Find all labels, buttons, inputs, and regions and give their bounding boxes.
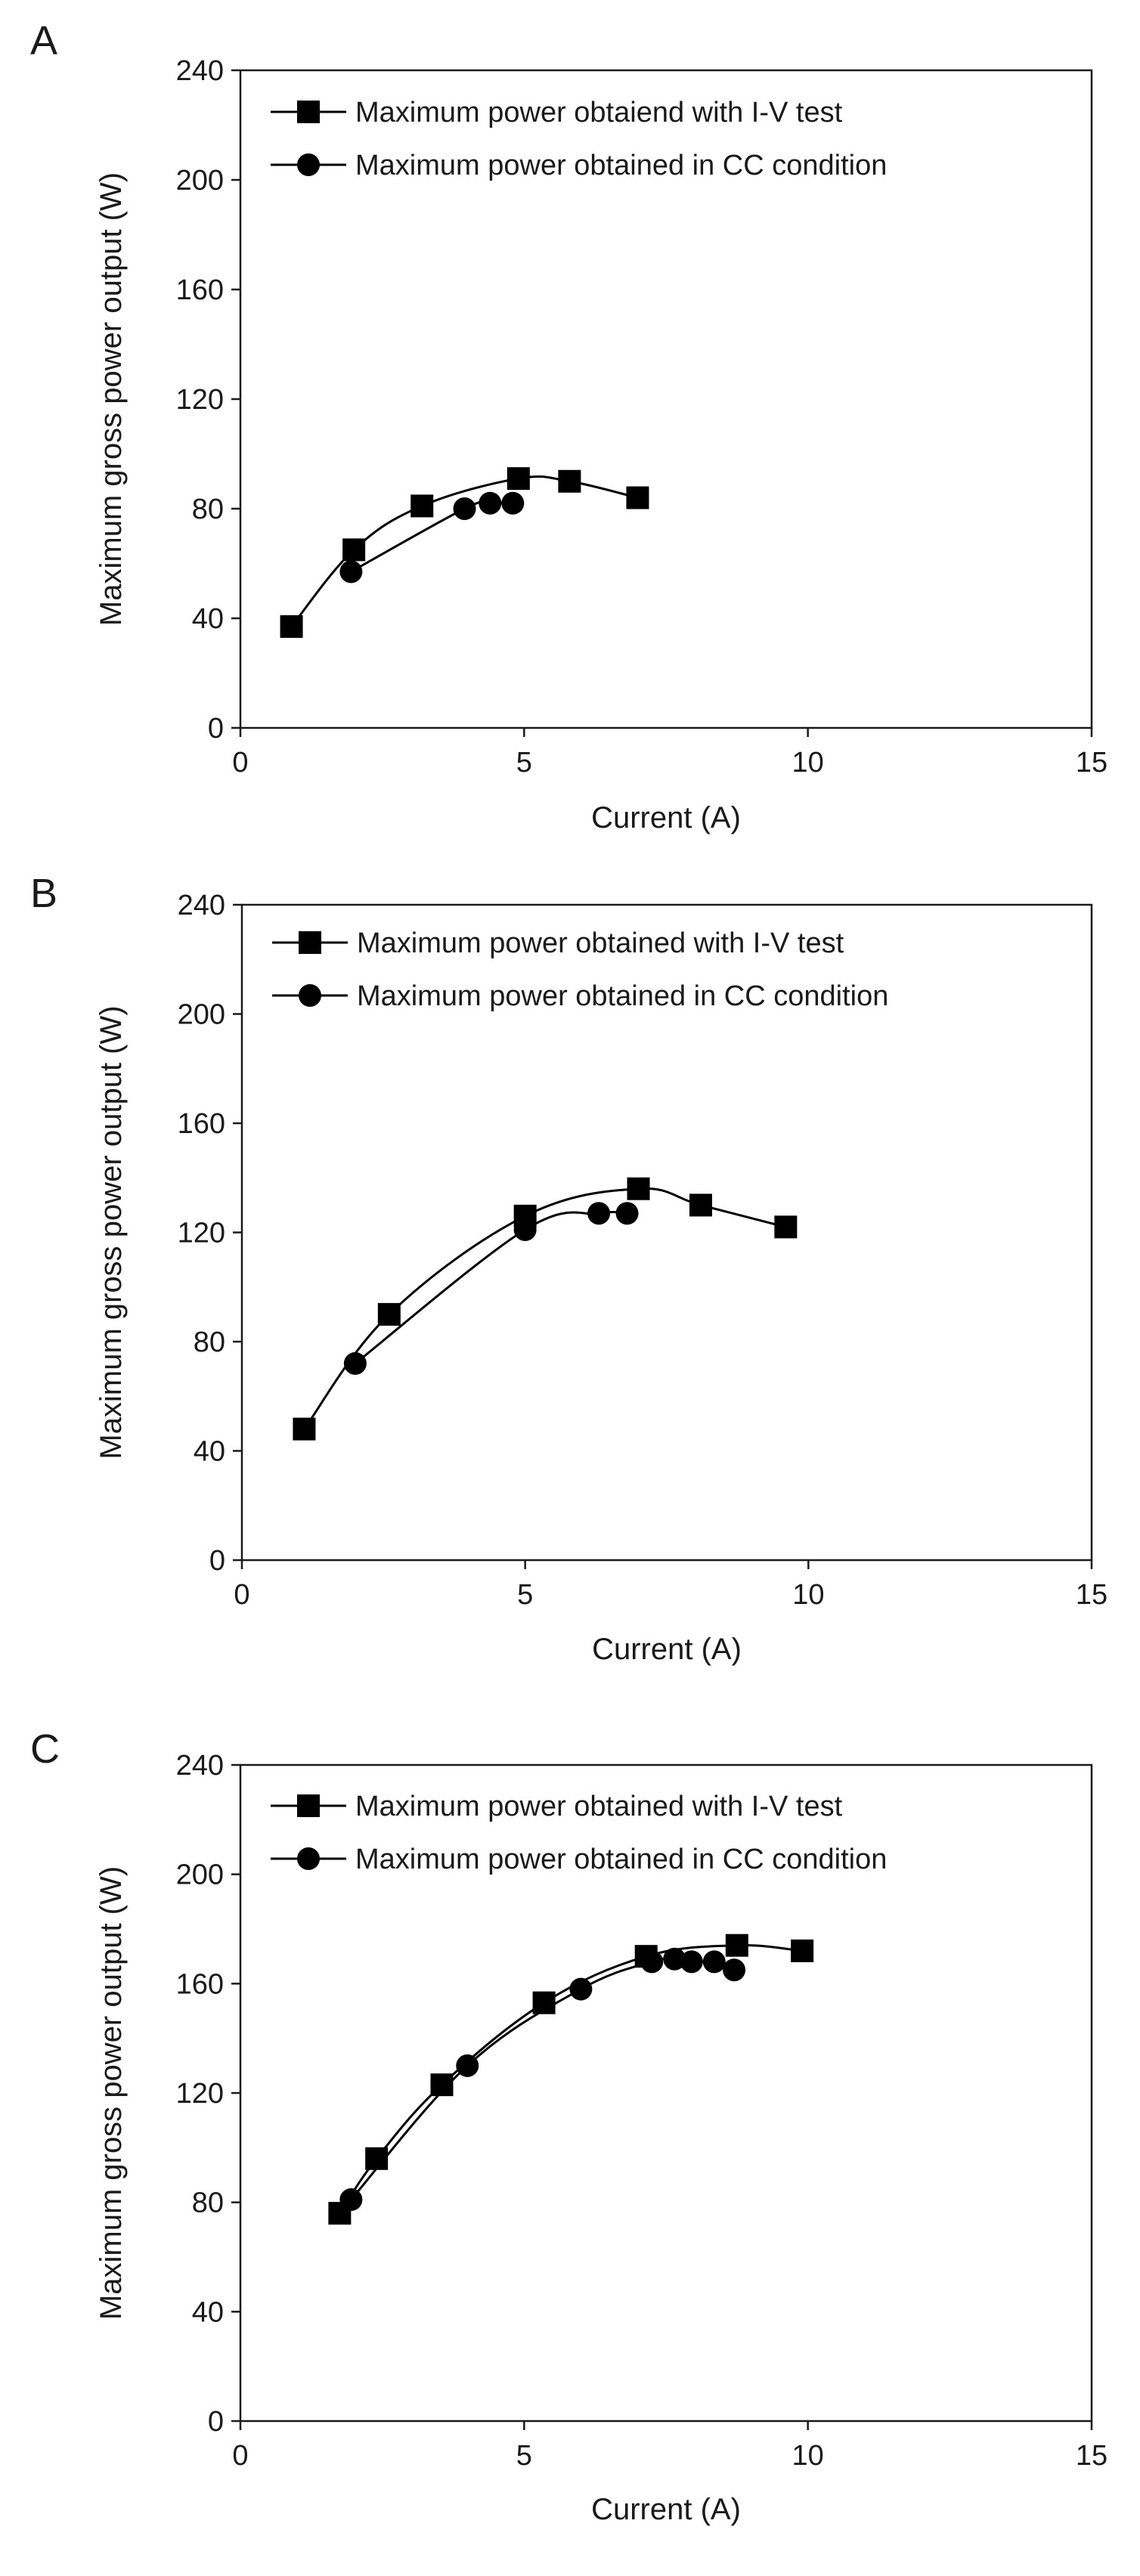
x-tick-label: 10 [792, 2440, 824, 2472]
y-tick-label: 40 [192, 603, 224, 635]
data-point-iv-test [627, 1177, 650, 1200]
panel-label: B [30, 871, 57, 916]
y-tick-label: 200 [176, 165, 224, 197]
data-point-cc-condition [453, 497, 476, 520]
legend-label: Maximum power obtained in CC condition [355, 150, 887, 181]
y-tick-label: 80 [192, 2187, 224, 2219]
x-tick-label: 15 [1076, 1579, 1107, 1611]
chart-panel-a: A 0 40 80 120 160 200 240 0 5 10 15 Current (A) Maxim… [0, 0, 1140, 847]
data-point-cc-condition [479, 491, 502, 515]
y-tick-label: 120 [176, 384, 224, 416]
panel-label: C [30, 1726, 60, 1772]
legend-square-marker [299, 931, 321, 954]
data-point-iv-test [689, 1194, 712, 1217]
y-tick-label: 160 [176, 274, 224, 306]
legend-circle-marker [297, 153, 320, 176]
chart-panel-b: B 0 40 80 120 160 200 240 0 5 10 15 Current (A) Maxim… [0, 847, 1140, 1701]
y-tick-label: 200 [176, 1859, 224, 1891]
legend-label: Maximum power obtaiend with I-V test [355, 97, 843, 128]
y-tick-label: 40 [194, 1436, 225, 1468]
panel-label: A [30, 18, 57, 63]
data-point-iv-test [558, 469, 581, 493]
y-tick-label: 240 [178, 890, 225, 921]
data-point-cc-condition [663, 1947, 686, 1971]
y-tick-label: 200 [178, 999, 225, 1031]
legend-circle-marker [297, 1847, 320, 1870]
legend-label: Maximum power obtained with I-V test [357, 927, 844, 959]
data-point-iv-test [506, 467, 530, 491]
x-tick-label: 10 [792, 1579, 824, 1611]
x-tick-label: 15 [1076, 747, 1107, 779]
data-point-iv-test [774, 1215, 798, 1239]
y-tick-label: 120 [176, 2078, 224, 2110]
y-tick-label: 0 [208, 713, 224, 745]
data-point-cc-condition [702, 1950, 726, 1974]
x-tick-label: 5 [517, 1579, 533, 1611]
x-axis-title: Current (A) [591, 801, 741, 834]
x-tick-label: 0 [232, 2440, 248, 2472]
data-point-iv-test [342, 538, 366, 562]
x-axis-title: Current (A) [591, 2493, 741, 2526]
y-tick-label: 240 [176, 55, 224, 87]
data-point-iv-test [410, 494, 434, 518]
data-point-cc-condition [501, 491, 525, 515]
y-axis-title: Maximum gross power output (W) [94, 172, 128, 626]
x-tick-label: 0 [232, 747, 248, 779]
series-line-cc-condition [354, 1210, 627, 1365]
data-point-cc-condition [615, 1202, 639, 1225]
x-axis-title: Current (A) [592, 1633, 742, 1666]
data-point-iv-test [725, 1934, 748, 1957]
x-tick-label: 15 [1076, 2440, 1107, 2472]
y-tick-label: 0 [209, 1545, 225, 1577]
series-line-iv-test [303, 1187, 786, 1430]
data-point-iv-test [293, 1417, 316, 1441]
y-tick-label: 160 [176, 1968, 224, 2000]
data-point-cc-condition [339, 560, 363, 584]
y-tick-label: 160 [178, 1108, 225, 1140]
x-tick-label: 0 [234, 1579, 249, 1611]
data-point-iv-test [791, 1939, 814, 1962]
y-tick-label: 80 [194, 1327, 225, 1358]
data-point-cc-condition [343, 1351, 367, 1375]
legend-label: Maximum power obtained in CC condition [355, 1844, 887, 1875]
x-tick-label: 10 [792, 747, 824, 779]
y-axis-title: Maximum gross power output (W) [94, 1866, 128, 2320]
chart-a: A 0 40 80 120 160 200 240 0 5 10 15 Current (A) Maxim… [30, 18, 1107, 834]
legend-circle-marker [299, 984, 321, 1007]
y-tick-label: 240 [176, 1750, 224, 1782]
data-point-cc-condition [680, 1950, 703, 1974]
legend-label: Maximum power obtained with I-V test [355, 1791, 843, 1822]
x-tick-label: 5 [516, 2440, 532, 2472]
chart-c: C 0 40 80 120 160 200 240 0 5 10 15 Current (A) Maxim… [30, 1726, 1107, 2526]
data-point-cc-condition [640, 1950, 664, 1974]
data-point-iv-test [280, 615, 303, 638]
y-tick-label: 120 [178, 1218, 225, 1249]
chart-panel-c: C 0 40 80 120 160 200 240 0 5 10 15 Current (A) Maxim… [0, 1701, 1140, 2576]
legend-label: Maximum power obtained in CC condition [357, 980, 888, 1012]
chart-b: B 0 40 80 120 160 200 240 0 5 10 15 Current (A) Maxim… [30, 871, 1107, 1666]
legend-square-marker [297, 101, 320, 123]
data-point-cc-condition [513, 1218, 537, 1241]
data-point-iv-test [626, 486, 649, 509]
data-point-cc-condition [339, 2188, 363, 2212]
data-point-iv-test [377, 1302, 401, 1326]
data-point-cc-condition [723, 1958, 746, 1982]
data-point-cc-condition [569, 1977, 593, 2001]
legend-square-marker [297, 1794, 320, 1817]
data-point-cc-condition [456, 2054, 479, 2077]
y-tick-label: 0 [208, 2406, 224, 2438]
y-tick-label: 80 [192, 494, 224, 525]
x-tick-label: 5 [516, 747, 532, 779]
y-tick-label: 40 [192, 2296, 224, 2328]
data-point-cc-condition [587, 1202, 611, 1225]
y-axis-title: Maximum gross power output (W) [94, 1005, 128, 1459]
